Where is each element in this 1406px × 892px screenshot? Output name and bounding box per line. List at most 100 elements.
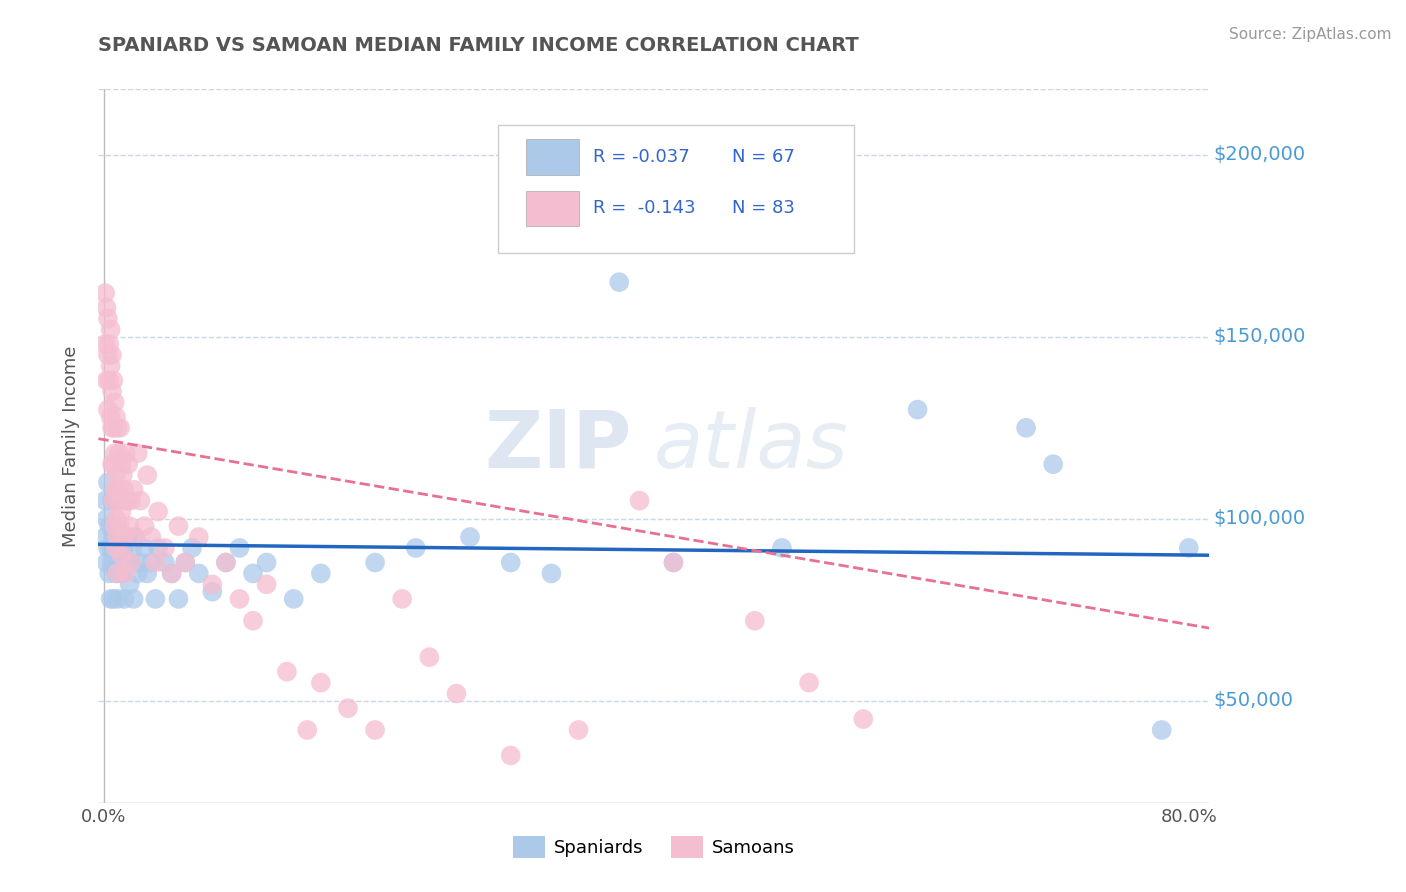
Point [101, 457, 124, 471]
Point [405, 541, 427, 555]
Point [105, 512, 128, 526]
Point [256, 577, 278, 591]
Point [107, 421, 129, 435]
Point [1042, 457, 1064, 471]
Point [97, 475, 120, 490]
Text: N = 67: N = 67 [731, 148, 794, 166]
Point [110, 566, 132, 581]
Point [160, 566, 183, 581]
Point [228, 591, 250, 606]
Point [94, 286, 117, 301]
Text: ZIP: ZIP [484, 407, 631, 485]
Point [110, 457, 132, 471]
Point [121, 541, 143, 555]
Point [242, 566, 264, 581]
Point [127, 566, 149, 581]
Point [94, 530, 117, 544]
Point [607, 275, 630, 289]
Point [101, 348, 124, 362]
Point [309, 675, 332, 690]
Point [112, 541, 135, 555]
Point [110, 504, 132, 518]
Point [94, 337, 117, 351]
Point [100, 591, 122, 606]
Point [160, 566, 183, 581]
Point [100, 409, 122, 424]
Point [97, 541, 120, 555]
Point [104, 446, 127, 460]
Text: R = -0.037: R = -0.037 [593, 148, 689, 166]
Point [105, 409, 128, 424]
Point [145, 591, 167, 606]
Point [105, 468, 128, 483]
Point [136, 468, 159, 483]
Point [100, 541, 122, 555]
Point [628, 493, 651, 508]
Point [112, 483, 135, 497]
Point [107, 483, 129, 497]
Text: SPANIARD VS SAMOAN MEDIAN FAMILY INCOME CORRELATION CHART: SPANIARD VS SAMOAN MEDIAN FAMILY INCOME … [98, 36, 859, 54]
Point [107, 591, 129, 606]
Point [111, 468, 134, 483]
Point [114, 493, 136, 508]
Point [146, 541, 169, 555]
Point [364, 723, 387, 737]
Point [103, 374, 125, 388]
Point [104, 519, 127, 533]
Point [97, 402, 120, 417]
Point [120, 556, 142, 570]
Point [797, 675, 820, 690]
Point [107, 530, 129, 544]
Point [98, 519, 121, 533]
Point [122, 591, 145, 606]
Text: $200,000: $200,000 [1213, 145, 1305, 164]
Point [391, 591, 413, 606]
FancyBboxPatch shape [526, 191, 579, 227]
Point [201, 584, 224, 599]
Point [134, 541, 156, 555]
Point [141, 530, 163, 544]
Point [187, 530, 209, 544]
Point [118, 577, 141, 591]
Point [122, 483, 145, 497]
Point [118, 519, 141, 533]
Point [276, 665, 298, 679]
Point [107, 493, 129, 508]
Point [181, 541, 204, 555]
Point [96, 374, 118, 388]
Point [907, 402, 929, 417]
Point [103, 530, 125, 544]
Point [115, 493, 138, 508]
Point [662, 556, 685, 570]
Point [103, 421, 125, 435]
Point [364, 556, 387, 570]
Point [129, 493, 152, 508]
Point [446, 687, 468, 701]
Point [98, 374, 121, 388]
Y-axis label: Median Family Income: Median Family Income [62, 345, 80, 547]
Point [101, 493, 124, 508]
Point [101, 384, 124, 399]
Point [744, 614, 766, 628]
Point [153, 541, 176, 555]
Point [114, 566, 136, 581]
Point [101, 421, 124, 435]
Point [105, 541, 128, 555]
Point [336, 701, 359, 715]
Point [114, 446, 136, 460]
Point [107, 556, 129, 570]
FancyBboxPatch shape [526, 139, 579, 175]
Point [141, 556, 163, 570]
Point [1015, 421, 1038, 435]
Point [98, 566, 121, 581]
Point [104, 556, 127, 570]
Point [124, 530, 146, 544]
Point [499, 748, 522, 763]
Point [97, 348, 120, 362]
Text: $50,000: $50,000 [1213, 691, 1294, 710]
Point [129, 556, 152, 570]
Point [97, 311, 120, 326]
Point [174, 556, 197, 570]
Point [104, 483, 127, 497]
Text: N = 83: N = 83 [731, 200, 794, 218]
